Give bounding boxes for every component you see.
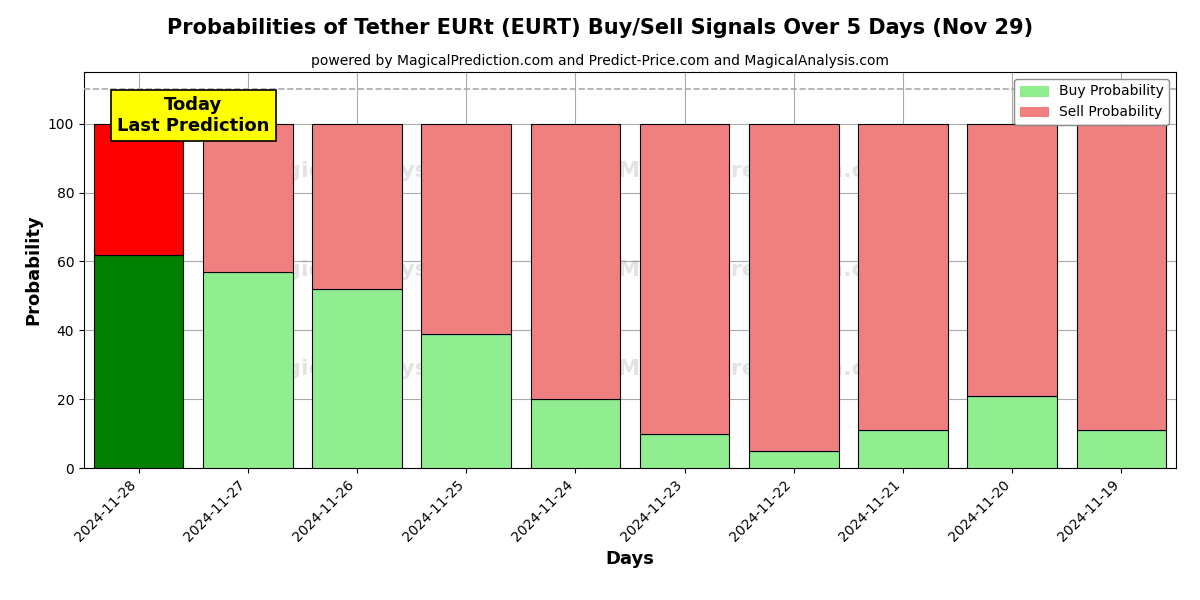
Bar — [1076, 430, 1166, 468]
Text: powered by MagicalPrediction.com and Predict-Price.com and MagicalAnalysis.com: powered by MagicalPrediction.com and Pre… — [311, 54, 889, 68]
Bar — [858, 430, 948, 468]
Bar — [1076, 124, 1166, 430]
Bar — [530, 399, 620, 468]
Bar — [967, 124, 1057, 395]
Bar — [421, 124, 511, 334]
Text: MagicalAnalysis.com: MagicalAnalysis.com — [248, 260, 510, 280]
Bar — [312, 289, 402, 468]
Bar — [640, 124, 730, 434]
Text: MagicalPrediction.com: MagicalPrediction.com — [618, 260, 904, 280]
Text: MagicalPrediction.com: MagicalPrediction.com — [618, 161, 904, 181]
Bar — [967, 395, 1057, 468]
Bar — [203, 124, 293, 272]
Text: MagicalAnalysis.com: MagicalAnalysis.com — [248, 161, 510, 181]
Legend: Buy Probability, Sell Probability: Buy Probability, Sell Probability — [1014, 79, 1169, 125]
Bar — [312, 124, 402, 289]
Text: Probabilities of Tether EURt (EURT) Buy/Sell Signals Over 5 Days (Nov 29): Probabilities of Tether EURt (EURT) Buy/… — [167, 18, 1033, 38]
Bar — [640, 434, 730, 468]
Bar — [94, 124, 184, 254]
Bar — [858, 124, 948, 430]
Y-axis label: Probability: Probability — [24, 215, 42, 325]
Bar — [749, 451, 839, 468]
Bar — [421, 334, 511, 468]
Text: Today
Last Prediction: Today Last Prediction — [118, 96, 269, 135]
X-axis label: Days: Days — [606, 550, 654, 568]
Bar — [203, 272, 293, 468]
Bar — [94, 254, 184, 468]
Bar — [530, 124, 620, 399]
Text: MagicalPrediction.com: MagicalPrediction.com — [618, 359, 904, 379]
Bar — [749, 124, 839, 451]
Text: MagicalAnalysis.com: MagicalAnalysis.com — [248, 359, 510, 379]
